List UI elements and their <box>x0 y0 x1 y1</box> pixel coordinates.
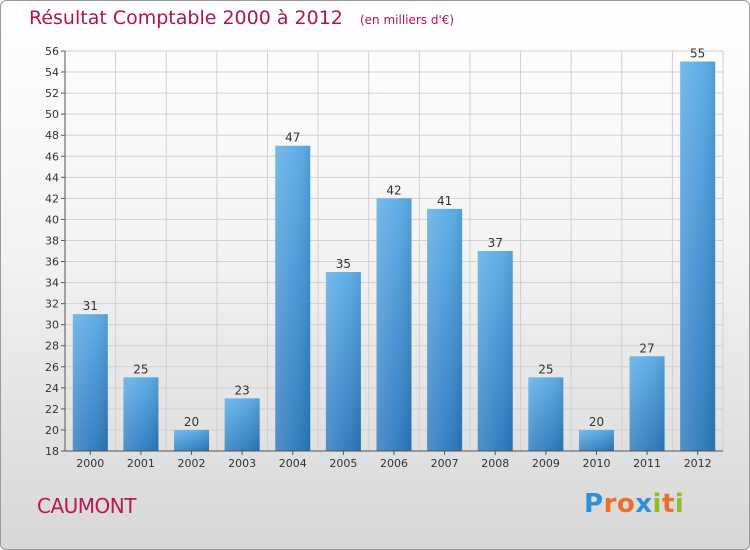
y-tick-label: 48 <box>45 129 59 142</box>
x-tick-label: 2005 <box>329 457 357 470</box>
data-label: 31 <box>83 299 98 313</box>
y-tick-label: 38 <box>45 234 59 247</box>
bars: 31 25 20 23 47 35 42 41 37 25 20 27 55 <box>72 47 716 452</box>
bar-shine <box>578 429 614 451</box>
data-label: 23 <box>235 383 250 397</box>
x-tick-label: 2006 <box>380 457 408 470</box>
logo-letter: P <box>584 489 604 519</box>
x-tick-label: 2004 <box>279 457 307 470</box>
x-tick-label: 2012 <box>684 457 712 470</box>
x-tick-label: 2009 <box>532 457 560 470</box>
y-tick-label: 34 <box>45 277 59 290</box>
y-tick-label: 20 <box>45 424 59 437</box>
bar-shine <box>477 251 513 451</box>
y-tick-label: 40 <box>45 213 59 226</box>
bar-shine <box>174 429 210 451</box>
chart-subtitle: (en milliers d'€) <box>359 13 455 27</box>
logo-letter: x <box>635 489 653 519</box>
y-tick-label: 52 <box>45 87 59 100</box>
y-tick-label: 26 <box>45 361 59 374</box>
data-label: 41 <box>437 194 452 208</box>
data-label: 27 <box>639 341 654 355</box>
logo-letter: o <box>616 489 636 519</box>
bar-shine <box>680 61 716 452</box>
bar-shine <box>325 272 361 451</box>
data-label: 55 <box>690 47 705 61</box>
logo-letter: r <box>603 489 617 519</box>
y-tick-label: 18 <box>45 445 59 458</box>
x-tick-label: 2008 <box>481 457 509 470</box>
chart-title: Résultat Comptable 2000 à 2012 <box>29 7 343 29</box>
data-label: 37 <box>488 236 503 250</box>
y-tick-label: 46 <box>45 150 59 163</box>
bar-shine <box>72 314 108 451</box>
y-tick-label: 32 <box>45 298 59 311</box>
logo-letter: t <box>661 489 675 519</box>
y-tick-label: 56 <box>45 45 59 58</box>
data-label: 47 <box>285 131 300 145</box>
commune-name: CAUMONT <box>37 494 136 518</box>
y-tick-label: 54 <box>45 66 59 79</box>
x-tick-label: 2007 <box>431 457 459 470</box>
chart-title-row: Résultat Comptable 2000 à 2012 (en milli… <box>29 7 454 29</box>
data-label: 20 <box>589 415 604 429</box>
y-tick-label: 44 <box>45 171 59 184</box>
x-tick-label: 2003 <box>228 457 256 470</box>
data-label: 35 <box>336 257 351 271</box>
logo-letter: i <box>652 489 662 519</box>
bar-shine <box>528 377 564 451</box>
x-tick-label: 2010 <box>582 457 610 470</box>
bar-shine <box>427 208 463 451</box>
y-tick-label: 22 <box>45 403 59 416</box>
y-tick-label: 42 <box>45 192 59 205</box>
logo-letter: i <box>674 489 685 519</box>
bar-shine <box>224 398 260 451</box>
bar-shine <box>275 145 311 451</box>
axes: 18 20 22 24 26 28 30 32 34 36 38 40 42 44 46 48 50 52 54 56… <box>45 45 723 470</box>
y-tick-label: 24 <box>45 382 59 395</box>
y-tick-label: 28 <box>45 340 59 353</box>
x-tick-label: 2000 <box>76 457 104 470</box>
bar-shine <box>376 198 412 451</box>
x-tick-label: 2011 <box>633 457 661 470</box>
data-label: 25 <box>133 362 148 376</box>
data-label: 20 <box>184 415 199 429</box>
bar-shine <box>123 377 159 451</box>
y-tick-label: 36 <box>45 256 59 269</box>
y-tick-label: 30 <box>45 319 59 332</box>
data-label: 25 <box>538 362 553 376</box>
x-tick-label: 2001 <box>127 457 155 470</box>
y-tick-label: 50 <box>45 108 59 121</box>
x-tick-label: 2002 <box>178 457 206 470</box>
data-label: 42 <box>386 183 401 197</box>
bar-shine <box>629 356 665 451</box>
proxiti-logo[interactable]: Proxiti <box>584 489 684 519</box>
